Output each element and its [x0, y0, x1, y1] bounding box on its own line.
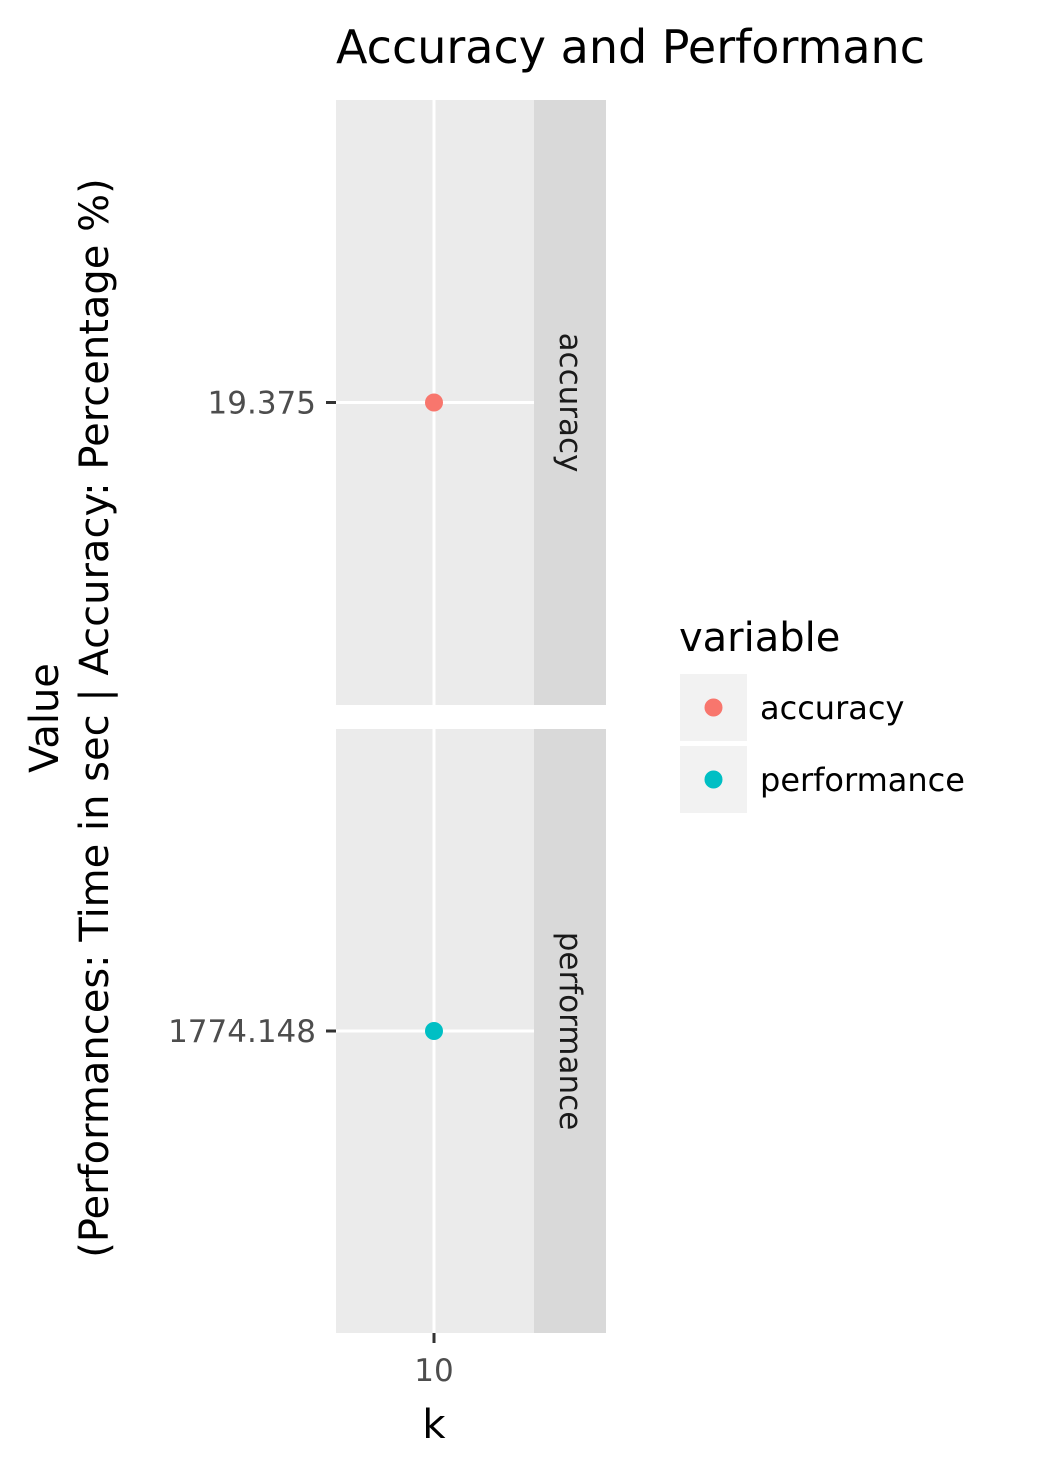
- legend-key-marker: [704, 698, 723, 717]
- legend: variable accuracy performance: [679, 615, 965, 813]
- legend-title: variable: [679, 615, 840, 661]
- x-axis: 10 k: [414, 1333, 454, 1448]
- y-axis-label-line-1: Value: [22, 663, 68, 773]
- legend-label: performance: [760, 761, 965, 799]
- legend-label: accuracy: [760, 689, 904, 727]
- legend-entry-performance: performance: [680, 746, 965, 813]
- x-axis-label: k: [422, 1402, 446, 1448]
- facet-accuracy: accuracy 19.375: [208, 100, 606, 705]
- chart-title: Accuracy and Performanc: [336, 20, 925, 74]
- facet-strip-label: performance: [552, 932, 588, 1131]
- x-tick-label: 10: [414, 1353, 453, 1389]
- legend-entry-accuracy: accuracy: [680, 674, 904, 741]
- y-axis-label-line-2: (Performances: Time in sec | Accuracy: P…: [72, 178, 118, 1258]
- legend-key-marker: [704, 770, 723, 789]
- y-tick-label: 1774.148: [168, 1014, 316, 1050]
- facet-strip-label: accuracy: [552, 333, 588, 473]
- facet-panels: accuracy 19.375 performance 1774.148: [168, 100, 606, 1333]
- facet-strip: [534, 100, 606, 705]
- data-point-performance: [425, 1022, 443, 1040]
- legend-entries: accuracy performance: [680, 674, 965, 813]
- facet-performance: performance 1774.148: [168, 729, 606, 1333]
- data-point-accuracy: [425, 393, 443, 412]
- y-tick-label: 19.375: [208, 386, 316, 422]
- facet-strip: [534, 729, 606, 1333]
